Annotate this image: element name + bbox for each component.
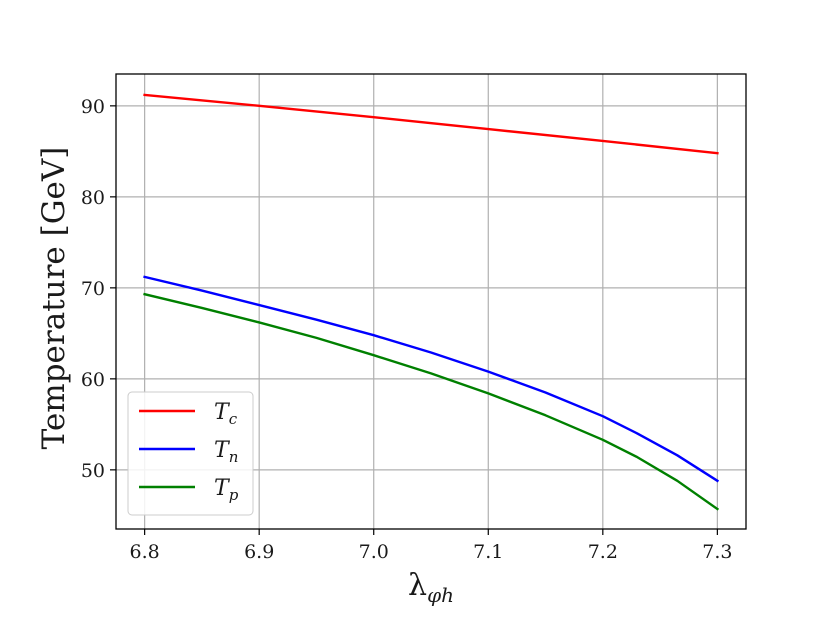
legend-label: Tn — [214, 438, 238, 466]
legend-entries: Tc Tn Tp — [139, 400, 239, 504]
legend-box — [127, 391, 254, 516]
legend-label: Tc — [214, 400, 238, 428]
x-tick-label: 7.2 — [588, 541, 618, 563]
series-line-tc — [143, 93, 719, 155]
y-axis-label: Temperature [GeV] — [36, 147, 72, 450]
y-tick-label: 80 — [81, 187, 105, 209]
x-tick-label: 7.3 — [702, 541, 732, 563]
y-tick-label: 60 — [81, 369, 105, 391]
y-tick-label: 70 — [81, 278, 105, 300]
series-line-tn — [143, 275, 720, 483]
legend: Tc Tn Tp — [127, 391, 254, 516]
plot-frame — [115, 73, 747, 530]
legend-label: Tp — [214, 476, 239, 504]
y-tick-label: 90 — [81, 96, 105, 118]
series-lines — [143, 93, 720, 511]
x-tick-label: 7.0 — [359, 541, 389, 563]
x-tick-label: 7.1 — [473, 541, 503, 563]
x-tick-label: 6.9 — [244, 541, 274, 563]
x-axis-label: λφh — [408, 568, 454, 607]
x-axis-label-symbol: λ — [408, 568, 427, 603]
x-tick-label: 6.8 — [130, 541, 160, 563]
y-tick-label: 50 — [81, 460, 105, 482]
axis-ticks: 6.8 6.9 7.0 7.1 7.2 7.3 50 60 70 80 90 — [81, 96, 733, 563]
series-line-tp — [143, 292, 720, 511]
x-axis-label-subscript: φh — [427, 583, 454, 607]
